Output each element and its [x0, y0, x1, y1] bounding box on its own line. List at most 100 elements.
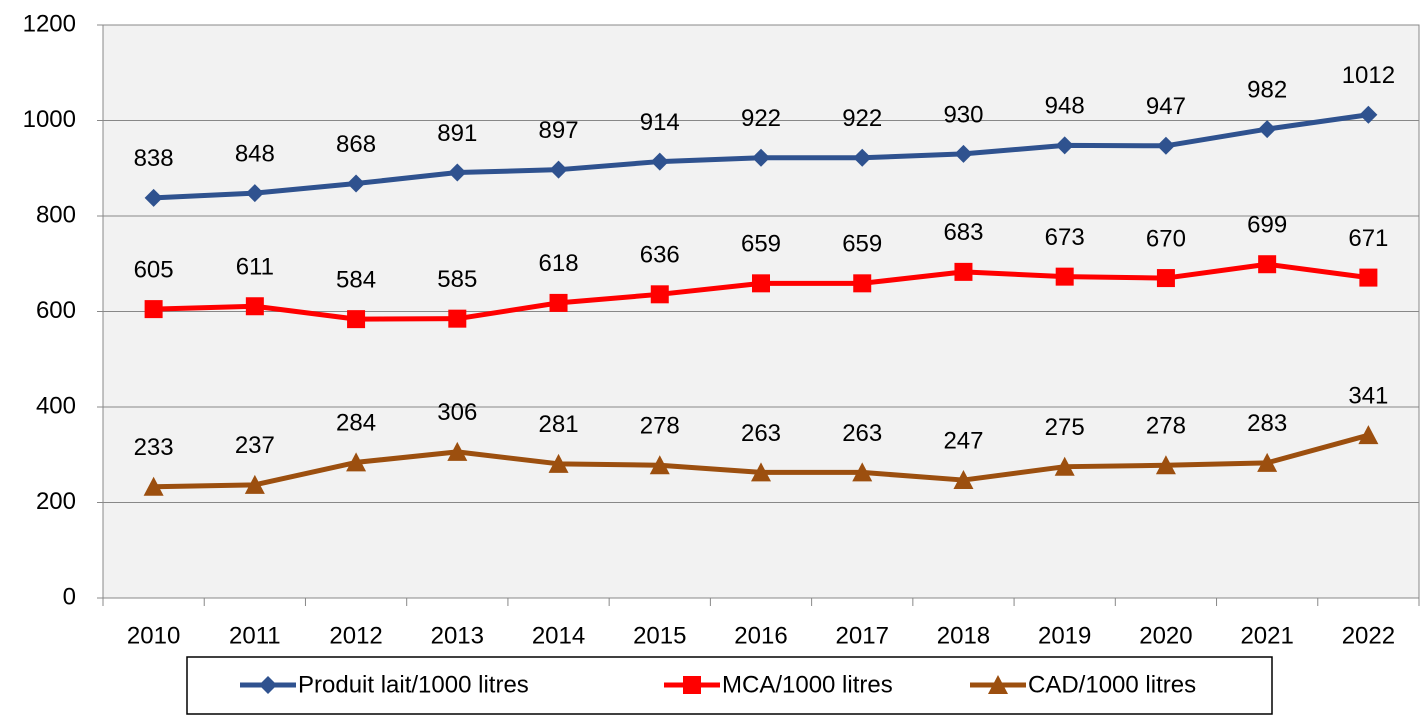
data-label: 278: [1146, 413, 1186, 440]
marker: [1257, 452, 1278, 472]
data-label: 659: [842, 231, 882, 258]
data-label: 982: [1247, 76, 1287, 103]
x-tick-label: 2018: [937, 622, 990, 649]
marker: [954, 262, 973, 281]
data-label: 659: [741, 231, 781, 258]
marker: [548, 453, 569, 473]
data-label: 585: [437, 266, 477, 293]
marker: [347, 310, 366, 329]
data-label: 683: [943, 219, 983, 246]
x-tick-label: 2022: [1342, 622, 1395, 649]
marker: [347, 174, 366, 193]
marker: [447, 441, 468, 461]
marker: [853, 274, 872, 293]
data-label: 284: [336, 410, 376, 437]
marker: [1156, 136, 1175, 155]
marker: [751, 462, 771, 482]
data-label: 275: [1045, 414, 1085, 441]
data-label: 636: [640, 242, 680, 269]
marker: [649, 455, 670, 475]
x-tick-label: 2020: [1139, 622, 1192, 649]
marker: [245, 297, 264, 316]
data-label: 306: [437, 399, 477, 426]
y-tick-label: 800: [36, 201, 76, 228]
x-tick-label: 2015: [633, 622, 686, 649]
data-label: 263: [741, 420, 781, 447]
marker: [244, 474, 265, 494]
x-tick-label: 2013: [431, 622, 484, 649]
marker: [448, 163, 467, 182]
data-label: 930: [943, 101, 983, 128]
data-label: 914: [640, 109, 680, 136]
marker: [852, 462, 873, 482]
legend-label: Produit lait/1000 litres: [298, 671, 529, 698]
data-label: 341: [1348, 383, 1388, 410]
x-tick-label: 2014: [532, 622, 585, 649]
marker: [1055, 136, 1074, 155]
data-label: 611: [236, 254, 274, 281]
y-tick-label: 200: [36, 488, 76, 515]
marker: [953, 470, 974, 490]
marker: [1258, 255, 1277, 274]
marker: [549, 160, 568, 179]
marker: [143, 476, 164, 496]
data-label: 868: [336, 131, 376, 158]
marker: [1358, 425, 1379, 445]
marker: [650, 152, 669, 171]
x-tick-label: 2012: [329, 622, 382, 649]
data-label: 947: [1146, 93, 1186, 120]
x-tick-label: 2010: [127, 622, 180, 649]
y-tick-label: 600: [36, 297, 76, 324]
data-label: 948: [1045, 93, 1085, 120]
marker: [259, 676, 277, 694]
y-tick-label: 1000: [23, 106, 76, 133]
x-tick-label: 2017: [836, 622, 889, 649]
marker: [1359, 105, 1378, 124]
marker: [346, 452, 367, 472]
data-label: 605: [134, 256, 174, 283]
marker: [1054, 456, 1075, 476]
x-tick-label: 2011: [229, 622, 281, 649]
data-label: 699: [1247, 212, 1287, 239]
marker: [144, 188, 163, 207]
marker: [144, 300, 163, 319]
marker: [752, 148, 770, 167]
legend-label: MCA/1000 litres: [722, 671, 893, 698]
marker: [954, 144, 973, 163]
x-tick-label: 2016: [734, 622, 787, 649]
marker: [853, 148, 872, 167]
data-label: 891: [437, 120, 477, 147]
marker: [1055, 267, 1074, 286]
x-tick-label: 2019: [1038, 622, 1091, 649]
data-label: 247: [943, 427, 983, 454]
marker: [1258, 120, 1277, 139]
data-label: 618: [539, 250, 579, 277]
data-label: 278: [640, 413, 680, 440]
data-label: 233: [134, 434, 174, 461]
marker: [1156, 269, 1175, 288]
marker: [988, 675, 1008, 694]
marker: [683, 676, 701, 694]
marker: [448, 309, 467, 328]
data-label: 673: [1045, 224, 1085, 251]
marker: [1359, 268, 1378, 287]
x-tick-label: 2021: [1240, 622, 1293, 649]
data-label: 922: [842, 105, 882, 132]
data-label: 237: [235, 432, 275, 459]
marker: [549, 293, 568, 312]
y-tick-label: 1200: [23, 10, 76, 37]
y-tick-label: 0: [63, 583, 76, 610]
legend-label: CAD/1000 litres: [1028, 671, 1196, 698]
legend-box: [186, 656, 1273, 715]
marker: [650, 285, 669, 304]
data-label: 584: [336, 266, 376, 293]
data-label: 1012: [1342, 62, 1395, 89]
y-tick-label: 400: [36, 392, 76, 419]
data-label: 671: [1348, 225, 1388, 252]
marker: [1155, 455, 1176, 475]
data-label: 263: [842, 420, 882, 447]
data-label: 922: [741, 105, 781, 132]
data-label: 281: [539, 411, 579, 438]
data-label: 848: [235, 140, 275, 167]
